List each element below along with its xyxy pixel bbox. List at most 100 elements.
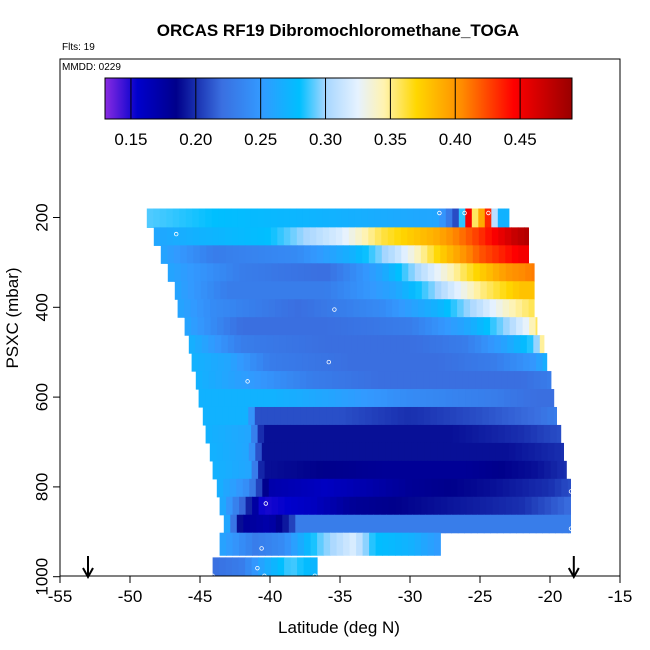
- heatmap-cell: [232, 460, 240, 480]
- heatmap-cell: [179, 208, 187, 228]
- heatmap-cell: [531, 496, 539, 516]
- heatmap-cell: [277, 424, 285, 444]
- heatmap-cell: [221, 371, 229, 390]
- heatmap-cell: [323, 263, 331, 282]
- heatmap-cell: [557, 460, 565, 480]
- heatmap-cell: [362, 532, 370, 556]
- heatmap-cell: [217, 317, 225, 336]
- heatmap-cell: [341, 389, 349, 408]
- heatmap-cell: [298, 281, 306, 300]
- heatmap-cell: [470, 478, 478, 498]
- heatmap-cell: [329, 424, 337, 444]
- heatmap-cell: [489, 478, 497, 498]
- heatmap-cell: [229, 478, 237, 498]
- profile-marker-arrowhead: [567, 567, 580, 580]
- heatmap-cell: [541, 442, 549, 462]
- heatmap-cell: [504, 227, 512, 246]
- heatmap-cell: [408, 496, 416, 516]
- heatmap-cell: [323, 496, 331, 516]
- heatmap-cell: [232, 245, 240, 264]
- heatmap-cell: [498, 227, 506, 246]
- heatmap-cell: [543, 389, 551, 408]
- heatmap-cell: [440, 496, 448, 516]
- heatmap-cell: [496, 478, 504, 498]
- heatmap-cell: [337, 281, 345, 300]
- heatmap-cell: [219, 532, 227, 556]
- heatmap-cell: [348, 227, 356, 246]
- heatmap-cell: [488, 406, 496, 426]
- heatmap-cell: [411, 478, 419, 498]
- heatmap-cell: [361, 208, 369, 228]
- heatmap-cell: [421, 496, 429, 516]
- heatmap-cell: [332, 406, 340, 426]
- heatmap-cell: [442, 371, 450, 390]
- heatmap-cell: [310, 263, 318, 282]
- heatmap-cell: [386, 317, 394, 336]
- heatmap-cell: [323, 460, 331, 480]
- heatmap-cell: [464, 514, 472, 534]
- heatmap-cell: [191, 317, 199, 336]
- heatmap-cell: [335, 227, 343, 246]
- heatmap-cell: [321, 317, 329, 336]
- heatmap-cell: [288, 478, 296, 498]
- heatmap-cell: [319, 406, 327, 426]
- heatmap-cell: [529, 317, 537, 336]
- heatmap-cell: [289, 389, 297, 408]
- heatmap-cell: [347, 353, 355, 372]
- heatmap-cell: [465, 208, 473, 228]
- heatmap-cell: [358, 406, 366, 426]
- heatmap-cell: [270, 208, 278, 228]
- heatmap-cell: [193, 245, 201, 264]
- heatmap-cell: [313, 442, 321, 462]
- heatmap-cell: [209, 406, 217, 426]
- heatmap-cell: [285, 281, 293, 300]
- heatmap-cell: [262, 478, 270, 498]
- colorbar-tick-label: 0.20: [179, 130, 212, 149]
- heatmap-cell: [226, 496, 234, 516]
- heatmap-cell: [433, 227, 441, 246]
- heatmap-cell: [343, 281, 351, 300]
- heatmap-cell: [218, 227, 226, 246]
- heatmap-cell: [295, 317, 303, 336]
- y-tick-label: 800: [32, 473, 51, 501]
- heatmap-cell: [382, 263, 390, 282]
- heatmap-cell: [464, 353, 472, 372]
- heatmap-cell: [504, 389, 512, 408]
- heatmap-cell: [335, 424, 343, 444]
- heatmap-cell: [303, 227, 311, 246]
- sample-point: [332, 307, 337, 312]
- heatmap-cell: [230, 514, 238, 534]
- heatmap-cell: [316, 227, 324, 246]
- heatmap-cell: [412, 317, 420, 336]
- heatmap-cell: [355, 424, 363, 444]
- heatmap-cell: [356, 263, 364, 282]
- heatmap-cell: [522, 514, 530, 534]
- heatmap-cell: [430, 406, 438, 426]
- heatmap-cell: [187, 281, 195, 300]
- heatmap-cell: [437, 442, 445, 462]
- heatmap-cell: [304, 263, 312, 282]
- heatmap-cell: [251, 424, 259, 444]
- heatmap-cell: [250, 353, 258, 372]
- heatmap-cell: [401, 532, 409, 556]
- y-tick-label: 1000: [32, 558, 51, 596]
- heatmap-cell: [284, 263, 292, 282]
- heatmap-cell: [375, 460, 383, 480]
- heatmap-cell: [514, 371, 522, 390]
- heatmap-cell: [354, 353, 362, 372]
- heatmap-cell: [280, 406, 288, 426]
- heatmap-cell: [473, 263, 481, 282]
- heatmap-cell: [219, 245, 227, 264]
- heatmap-cell: [404, 406, 412, 426]
- heatmap-cell: [414, 245, 422, 264]
- heatmap-cell: [455, 335, 463, 354]
- heatmap-cell: [232, 263, 240, 282]
- heatmap-cell: [270, 227, 278, 246]
- heatmap-cell: [205, 424, 213, 444]
- heatmap-cell: [478, 208, 486, 228]
- heatmap-cell: [283, 208, 291, 228]
- heatmap-cell: [166, 208, 174, 228]
- heatmap-cell: [477, 317, 485, 336]
- heatmap-cell: [457, 514, 465, 534]
- heatmap-cell: [288, 299, 296, 318]
